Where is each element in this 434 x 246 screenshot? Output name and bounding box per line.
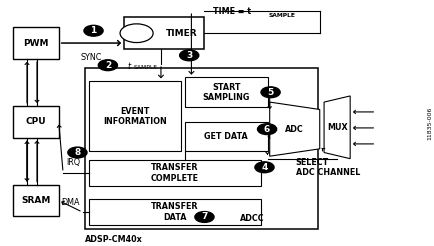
Text: TRANSFER
COMPLETE: TRANSFER COMPLETE xyxy=(151,163,199,183)
Bar xyxy=(184,122,267,151)
Bar xyxy=(89,160,260,186)
Text: 5: 5 xyxy=(267,88,273,97)
Text: TIMER: TIMER xyxy=(165,29,197,38)
Text: PWM: PWM xyxy=(23,39,49,47)
Text: EVENT
INFORMATION: EVENT INFORMATION xyxy=(103,107,166,126)
Text: 7: 7 xyxy=(201,213,207,221)
Text: SAMPLE: SAMPLE xyxy=(133,65,157,70)
Text: ADSP-CM40x: ADSP-CM40x xyxy=(85,235,142,244)
Text: 8: 8 xyxy=(74,148,80,157)
Text: CPU: CPU xyxy=(26,117,46,126)
Text: ADC: ADC xyxy=(285,125,303,134)
Circle shape xyxy=(179,50,198,61)
Bar xyxy=(13,184,59,216)
Circle shape xyxy=(254,162,273,173)
Text: 2: 2 xyxy=(105,61,111,70)
Bar xyxy=(13,106,59,138)
Text: $t$: $t$ xyxy=(127,60,132,71)
Circle shape xyxy=(84,25,103,36)
Text: 1: 1 xyxy=(90,26,96,35)
Circle shape xyxy=(194,212,214,222)
Text: 3: 3 xyxy=(186,51,192,60)
Polygon shape xyxy=(323,96,349,159)
Polygon shape xyxy=(269,102,319,156)
Bar xyxy=(184,77,267,107)
Text: 11835-006: 11835-006 xyxy=(426,106,431,140)
Text: SRAM: SRAM xyxy=(21,196,50,205)
Bar xyxy=(124,17,204,49)
Text: ADCC: ADCC xyxy=(240,215,264,223)
Text: TRANSFER
DATA: TRANSFER DATA xyxy=(151,202,198,222)
Circle shape xyxy=(260,87,279,98)
Text: SYNC: SYNC xyxy=(80,53,102,62)
Text: DMA: DMA xyxy=(62,198,80,207)
Text: 6: 6 xyxy=(263,125,270,134)
Text: IRQ: IRQ xyxy=(66,158,80,168)
Circle shape xyxy=(257,124,276,135)
Bar xyxy=(85,68,317,229)
Text: TIME = t: TIME = t xyxy=(213,7,250,15)
Bar xyxy=(89,81,180,151)
Circle shape xyxy=(120,24,153,43)
Text: SAMPLE: SAMPLE xyxy=(268,13,295,18)
Text: 4: 4 xyxy=(261,163,267,172)
Text: START
SAMPLING: START SAMPLING xyxy=(202,83,249,102)
Text: GET DATA: GET DATA xyxy=(204,132,247,141)
Text: SELECT
ADC CHANNEL: SELECT ADC CHANNEL xyxy=(295,158,359,177)
Circle shape xyxy=(98,60,117,71)
Circle shape xyxy=(68,147,87,158)
Bar xyxy=(89,199,260,225)
Text: MUX: MUX xyxy=(326,123,347,132)
Bar xyxy=(13,27,59,59)
